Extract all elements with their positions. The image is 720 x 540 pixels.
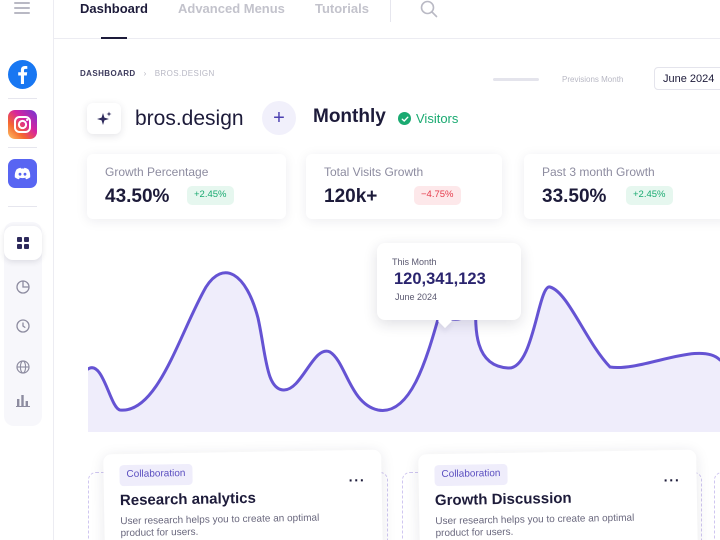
card-title: Growth Discussion xyxy=(434,489,572,510)
stat-change-badge: +2.45% xyxy=(626,186,673,205)
globe-icon[interactable] xyxy=(4,352,42,382)
period-label: Previsions Month xyxy=(562,75,624,84)
stat-label: Total Visits Growth xyxy=(324,165,424,179)
stat-value: 33.50% xyxy=(542,186,607,207)
tooltip-value: 120,341,123 xyxy=(394,270,486,288)
divider xyxy=(8,98,37,99)
chart-tooltip: This Month 120,341,123 June 2024 xyxy=(377,243,521,329)
stat-card: Growth Percentage 43.50% +2.45% xyxy=(87,154,286,219)
stat-card: Past 3 month Growth 33.50% +2.45% xyxy=(524,154,720,219)
metric-name: Visitors xyxy=(416,111,459,126)
card-description: User research helps you to create an opt… xyxy=(120,512,320,540)
bar-chart-icon[interactable] xyxy=(4,385,42,415)
period-slider-track[interactable] xyxy=(493,78,539,81)
period-title: Monthly xyxy=(313,106,386,127)
sparkle-logo-icon xyxy=(87,103,121,134)
tab-dashboard[interactable]: Dashboard xyxy=(80,1,148,16)
discord-icon[interactable] xyxy=(8,159,37,188)
stat-card: Total Visits Growth 120k+ −4.75% xyxy=(306,154,502,219)
stat-change-badge: +2.45% xyxy=(187,186,234,205)
card-title: Research analytics xyxy=(119,489,257,510)
sidebar-nav xyxy=(4,222,42,426)
breadcrumb: DASHBOARD › BROS.DESIGN xyxy=(80,69,215,78)
tab-advanced-menus[interactable]: Advanced Menus xyxy=(178,1,285,16)
breadcrumb-root[interactable]: DASHBOARD xyxy=(80,69,136,78)
metric-label: Visitors xyxy=(398,111,458,126)
chart-line xyxy=(88,271,720,412)
left-sidebar xyxy=(0,0,54,540)
tab-tutorials[interactable]: Tutorials xyxy=(315,1,369,16)
more-options-icon[interactable]: ··· xyxy=(663,471,681,489)
stat-value: 43.50% xyxy=(105,186,170,207)
card-tag: Collaboration xyxy=(119,463,193,487)
pie-chart-icon[interactable] xyxy=(4,272,42,302)
task-card[interactable]: Collaboration Growth Discussion User res… xyxy=(418,449,698,540)
add-button[interactable]: + xyxy=(262,101,296,135)
chevron-right-icon: › xyxy=(143,69,147,78)
card-tag: Collaboration xyxy=(434,463,508,487)
divider xyxy=(8,206,37,207)
tooltip-date: June 2024 xyxy=(395,292,438,302)
stat-change-badge: −4.75% xyxy=(414,186,461,205)
plus-icon: + xyxy=(273,106,285,129)
drop-zone xyxy=(714,472,720,540)
hamburger-menu-icon[interactable] xyxy=(14,2,30,14)
active-tab-indicator xyxy=(101,37,127,39)
divider xyxy=(8,147,37,148)
breadcrumb-current: BROS.DESIGN xyxy=(154,69,215,78)
search-icon[interactable] xyxy=(420,0,438,23)
top-nav: Dashboard Advanced Menus Tutorials xyxy=(54,0,720,39)
month-select[interactable]: June 2024 xyxy=(654,67,720,90)
dashboard-grid-icon[interactable] xyxy=(4,226,42,260)
instagram-icon[interactable] xyxy=(8,110,37,139)
visitors-area-chart xyxy=(88,271,720,432)
stat-label: Growth Percentage xyxy=(105,165,209,179)
brand-name: bros.design xyxy=(135,107,244,130)
stat-value: 120k+ xyxy=(324,186,378,207)
card-description: User research helps you to create an opt… xyxy=(435,512,635,540)
divider xyxy=(390,0,391,22)
check-circle-icon xyxy=(398,112,411,125)
task-card[interactable]: Collaboration Research analytics User re… xyxy=(103,449,383,540)
stat-label: Past 3 month Growth xyxy=(542,165,655,179)
clock-icon[interactable] xyxy=(4,311,42,341)
facebook-icon[interactable] xyxy=(8,60,37,89)
more-options-icon[interactable]: ··· xyxy=(348,471,366,489)
tooltip-label: This Month xyxy=(392,257,437,267)
chart-area-fill xyxy=(88,272,720,432)
